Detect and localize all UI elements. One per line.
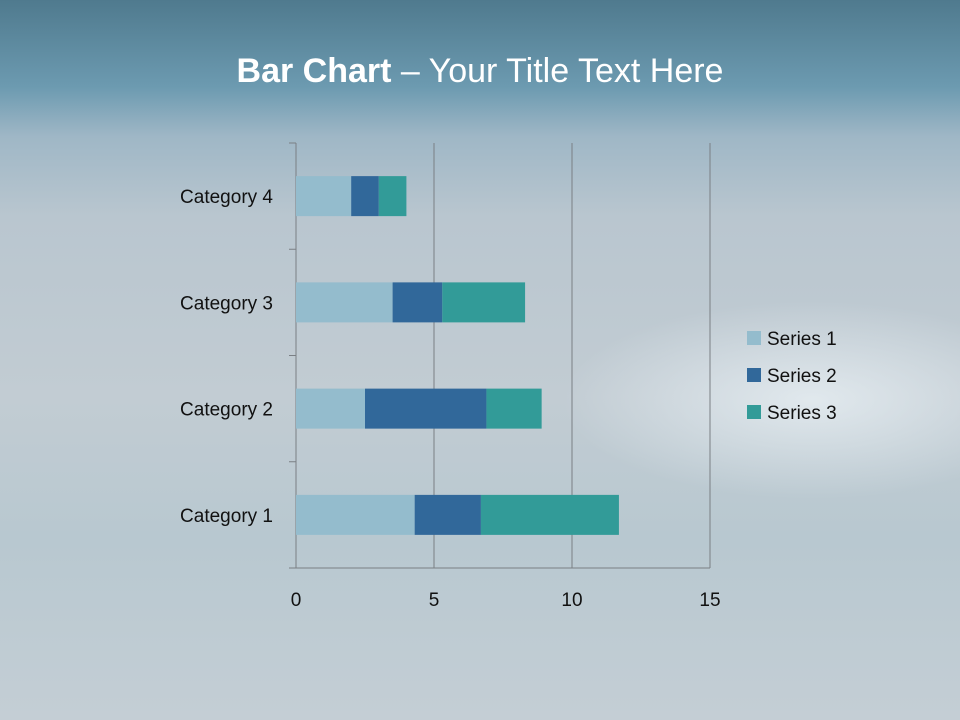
slide-title: Bar Chart – Your Title Text Here bbox=[0, 52, 960, 91]
legend-swatch bbox=[747, 405, 761, 419]
legend-label: Series 3 bbox=[767, 403, 837, 424]
y-tick-label: Category 2 bbox=[180, 400, 273, 421]
y-tick-label: Category 4 bbox=[180, 187, 273, 208]
bar-series-3 bbox=[442, 282, 526, 323]
bar-series-2 bbox=[351, 176, 379, 217]
title-bold: Bar Chart bbox=[236, 52, 392, 90]
bar-series-1 bbox=[296, 388, 365, 429]
legend-swatch bbox=[747, 368, 761, 382]
legend-swatch bbox=[747, 331, 761, 345]
bar-series-3 bbox=[486, 388, 542, 429]
y-tick-label: Category 1 bbox=[180, 506, 273, 527]
x-tick-label: 10 bbox=[561, 590, 582, 611]
x-tick-label: 15 bbox=[699, 590, 720, 611]
bar-series-1 bbox=[296, 282, 393, 323]
x-tick-label: 5 bbox=[429, 590, 440, 611]
bar-series-1 bbox=[296, 494, 415, 535]
bar-series-2 bbox=[392, 282, 443, 323]
bar-series-2 bbox=[365, 388, 487, 429]
bar-series-3 bbox=[480, 494, 619, 535]
bar-series-3 bbox=[378, 176, 407, 217]
x-tick-label: 0 bbox=[291, 590, 302, 611]
title-rest: – Your Title Text Here bbox=[391, 52, 724, 90]
legend-label: Series 2 bbox=[767, 366, 837, 387]
bar-series-2 bbox=[414, 494, 481, 535]
bar-series-1 bbox=[296, 176, 352, 217]
y-tick-label: Category 3 bbox=[180, 293, 273, 314]
legend-label: Series 1 bbox=[767, 329, 837, 350]
